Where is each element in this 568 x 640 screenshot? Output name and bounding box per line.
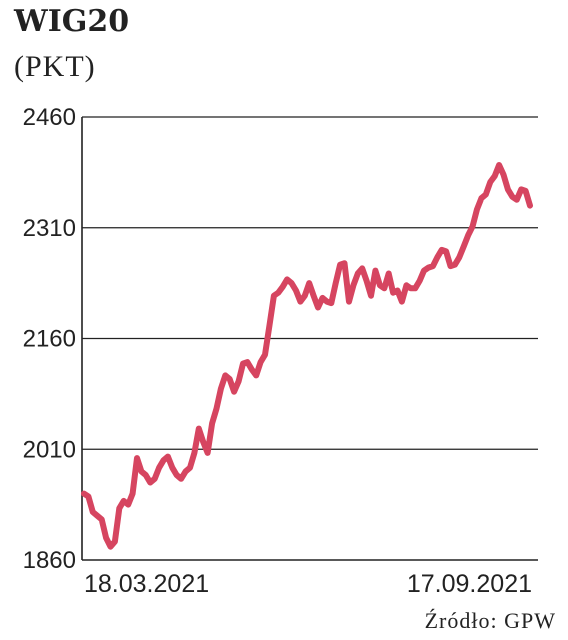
y-tick-label: 2010 xyxy=(23,436,76,463)
chart-title: WIG20 xyxy=(14,4,130,39)
plot-area xyxy=(81,162,533,550)
y-tick-label: 2160 xyxy=(23,326,76,353)
y-tick-label: 2460 xyxy=(23,104,76,131)
source-note: Źródło: GPW xyxy=(424,608,556,633)
y-tick-label: 2310 xyxy=(23,215,76,242)
x-tick-label: 17.09.2021 xyxy=(407,570,532,598)
x-tick-labels: 18.03.2021 17.09.2021 xyxy=(84,570,532,598)
grid-lines xyxy=(81,116,538,561)
x-tick-label: 18.03.2021 xyxy=(84,570,209,598)
unit-label: (PKT) xyxy=(14,50,96,83)
series-line-wig20 xyxy=(81,162,533,550)
y-tick-label: 1860 xyxy=(23,547,76,574)
y-tick-labels: 2460 2310 2160 2010 1860 xyxy=(23,104,76,574)
